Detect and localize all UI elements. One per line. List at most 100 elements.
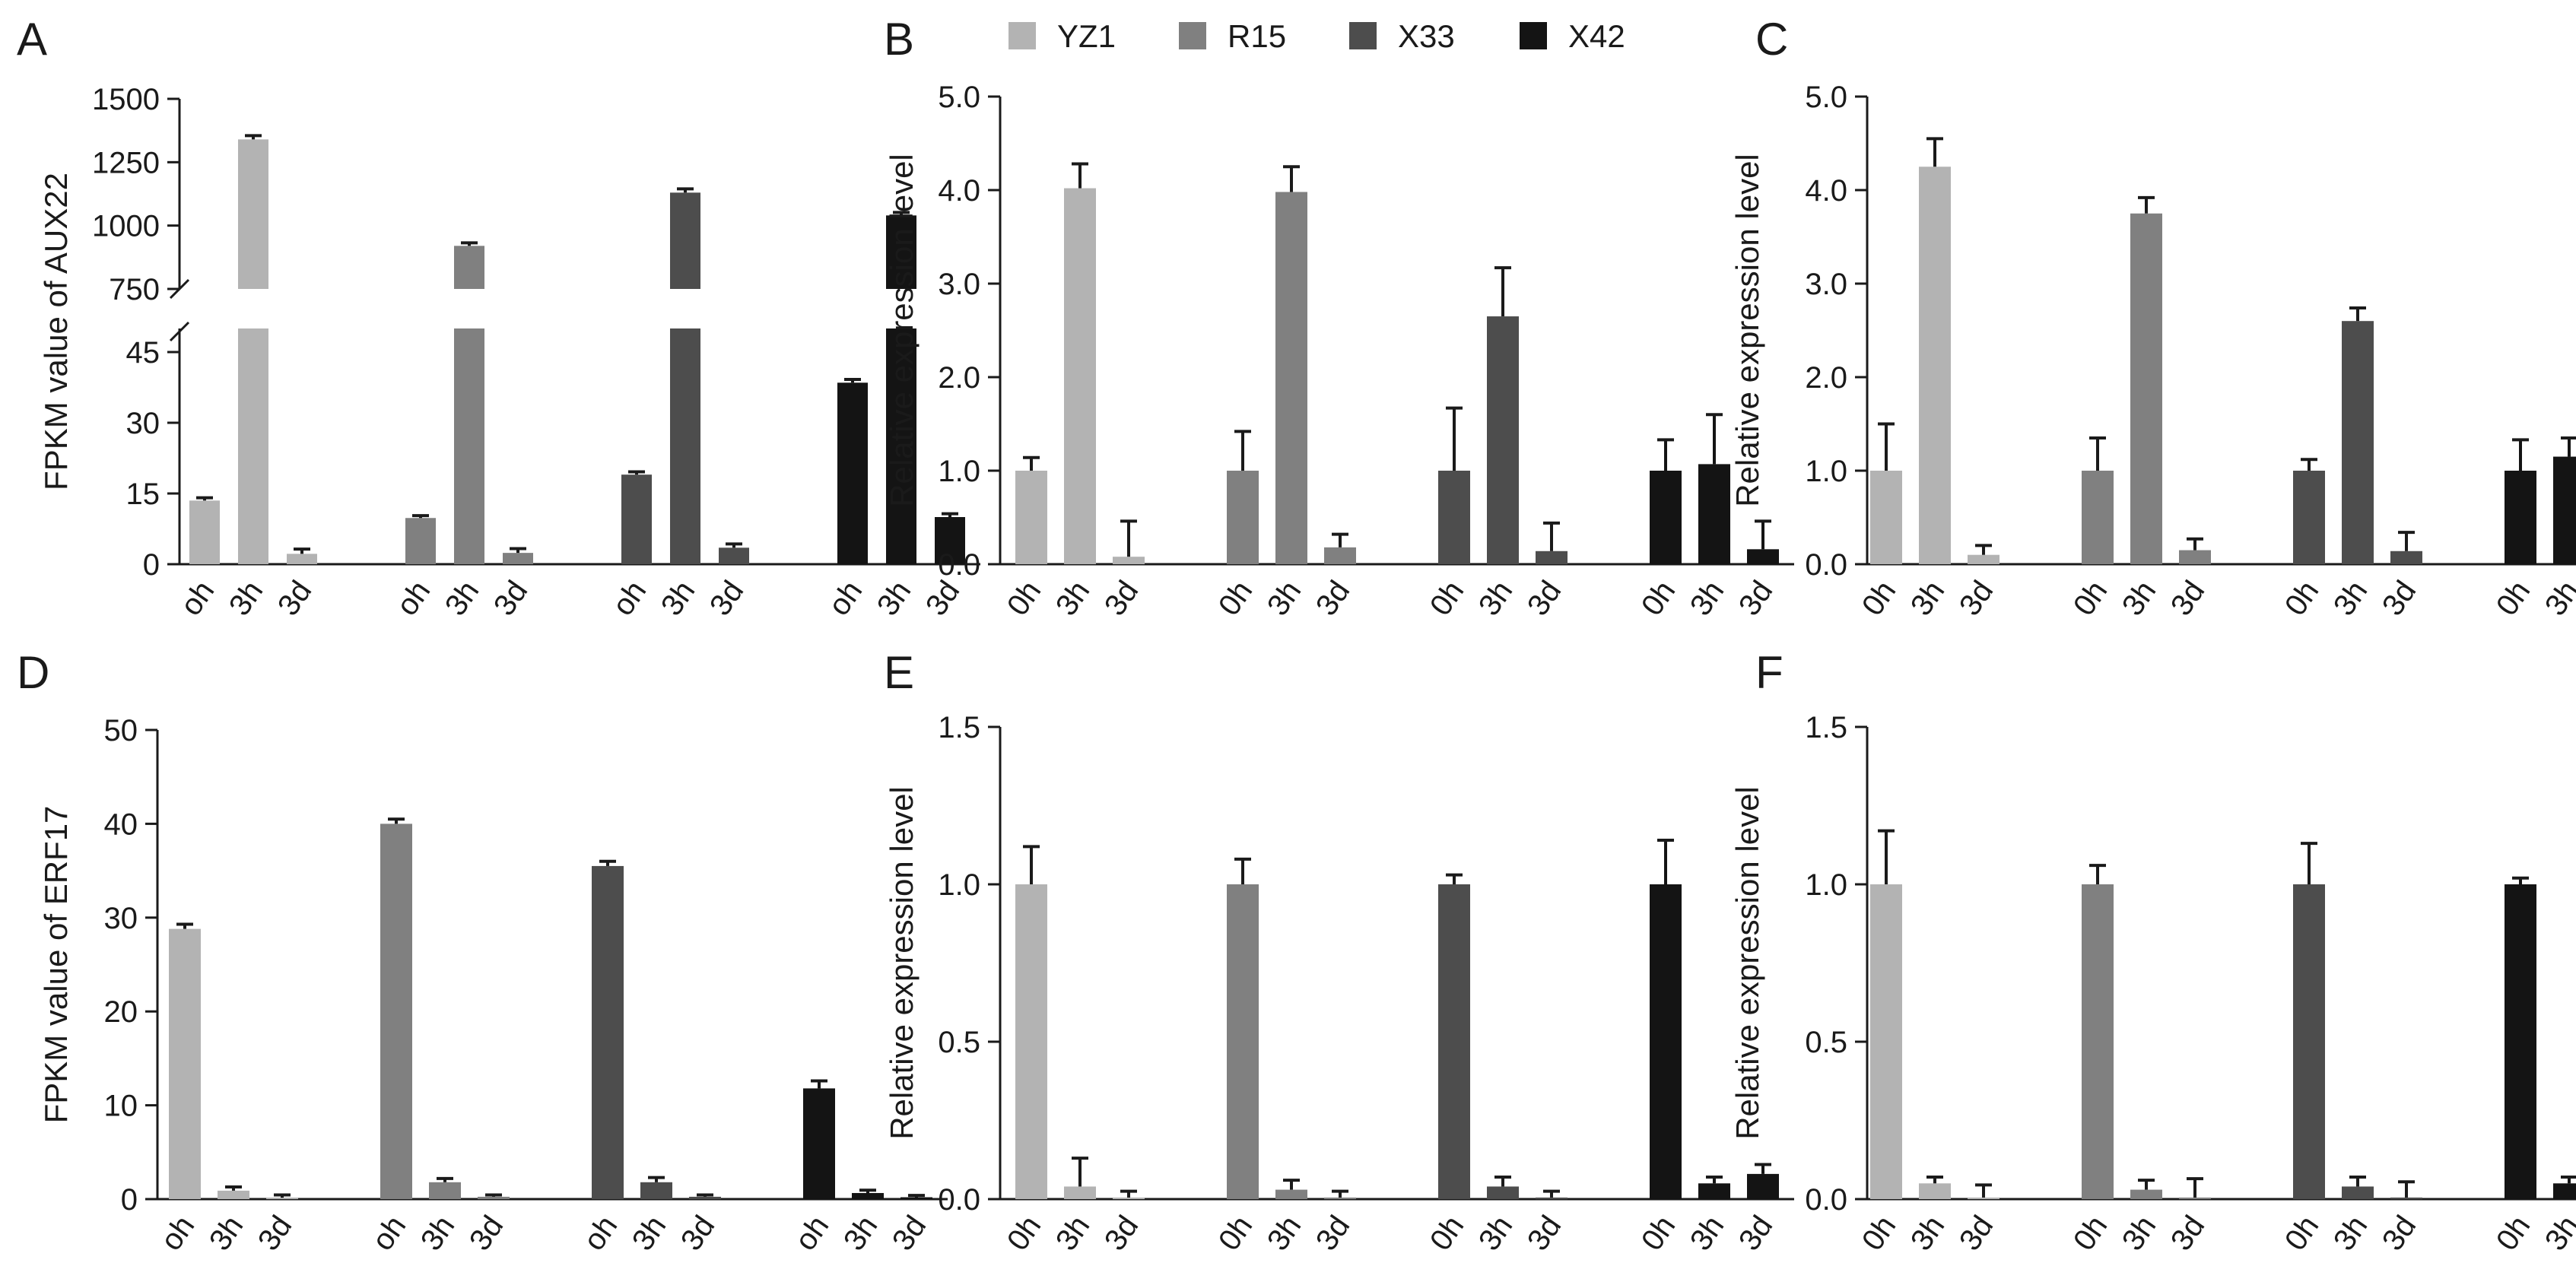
- x-category-label: 3h: [1684, 575, 1731, 622]
- panel-b: B Relative expression level 0.0 1.0 2.0 3.0 4.…: [884, 14, 1794, 622]
- bar-yz1-3d: [287, 554, 317, 564]
- x-category-label: oh: [822, 575, 869, 622]
- bar-x33-0h: [1438, 884, 1470, 1199]
- y-tick-label: 1.0: [938, 868, 980, 902]
- x-category-label: 3d: [2376, 1210, 2423, 1257]
- bar-yz1-3h: [1064, 1186, 1096, 1199]
- x-category-label: 3d: [272, 575, 319, 622]
- x-category-label: 3h: [2116, 575, 2163, 622]
- bar-x42-3d: [1747, 1173, 1779, 1199]
- y-axis-title: Relative expression level: [1730, 154, 1765, 507]
- x-category-label: 3h: [1904, 1210, 1952, 1257]
- y-tick-label: 0.5: [1805, 1026, 1847, 1059]
- y-tick-label: 5.0: [1805, 81, 1847, 114]
- y-tick-label: 1.0: [1805, 455, 1847, 488]
- x-category-label: 3h: [2327, 575, 2374, 622]
- y-tick-label: 750: [109, 273, 160, 306]
- bar-yz1-3h: [1064, 188, 1096, 565]
- bar-x33-oh: [592, 865, 624, 1199]
- chart-panels: A FPKM value of AUX22 0 15 30 45 750 1000 1250 15…: [17, 14, 2576, 1257]
- x-category-label: 3d: [1521, 1210, 1568, 1257]
- bar-yz1-3d: [266, 1198, 298, 1199]
- bar-x42-0h: [2505, 471, 2536, 564]
- y-tick-label: 40: [104, 808, 138, 841]
- y-axis-title: FPKM value of AUX22: [38, 173, 74, 490]
- x-category-label: 3h: [1261, 1210, 1308, 1257]
- bar-x33-0h: [2293, 884, 2325, 1199]
- legend-swatch: [1008, 22, 1036, 49]
- bar-x42-0h: [1650, 884, 1682, 1199]
- bar-r15-3d: [1324, 1197, 1356, 1199]
- y-tick-label: 2.0: [938, 361, 980, 395]
- x-category-label: 3d: [1953, 1210, 2000, 1257]
- bar-yz1-3d: [1113, 1197, 1145, 1199]
- bar-r15-3d: [2179, 550, 2211, 564]
- y-tick-label: 1.0: [1805, 868, 1847, 902]
- y-axis-title: FPKM value of ERF17: [38, 806, 74, 1124]
- legend-label: X33: [1398, 18, 1455, 54]
- legend-item-yz1: YZ1: [1008, 18, 1116, 54]
- x-category-label: 3h: [1472, 575, 1520, 622]
- bar-r15-3d: [1324, 547, 1356, 564]
- y-tick-label: 1000: [92, 210, 160, 243]
- bar-r15-3h: [2130, 213, 2162, 564]
- y-tick-label: 0.0: [1805, 548, 1847, 582]
- x-category-label: 3d: [886, 1210, 933, 1257]
- legend-label: X42: [1568, 18, 1625, 54]
- bar-x42-3h: [1698, 1183, 1730, 1199]
- y-tick-label: 0: [143, 548, 160, 582]
- y-tick-label: 20: [104, 995, 138, 1029]
- x-category-label: 3h: [837, 1210, 885, 1257]
- bar-x33-3d: [2390, 1197, 2422, 1199]
- bar-x33-3d: [1536, 1197, 1568, 1199]
- bar-x33-3d: [719, 547, 749, 564]
- y-tick-label: 5.0: [938, 81, 980, 114]
- bar-x33-3d: [1536, 551, 1568, 564]
- bar-break-gap: [237, 289, 270, 328]
- bar-r15-oh: [405, 518, 436, 564]
- x-category-label: 3d: [1310, 575, 1357, 622]
- bar-yz1-3d: [1968, 1197, 1999, 1199]
- y-tick-label: 45: [126, 336, 160, 370]
- y-tick-label: 0: [121, 1183, 138, 1217]
- bar-x42-oh: [803, 1088, 835, 1199]
- bar-r15-3h: [429, 1182, 461, 1199]
- bar-yz1-0h: [1015, 471, 1047, 564]
- x-category-label: 3d: [2165, 1210, 2212, 1257]
- x-category-label: 0h: [2490, 1210, 2537, 1257]
- x-category-label: 3d: [463, 1210, 510, 1257]
- bar-r15-3h: [1275, 192, 1307, 564]
- x-category-label: 0h: [2279, 575, 2326, 622]
- bar-break-gap: [453, 289, 486, 328]
- x-category-label: 3d: [1953, 575, 2000, 622]
- x-category-label: 3h: [439, 575, 486, 622]
- y-tick-label: 0.0: [1805, 1183, 1847, 1217]
- y-tick-label: 3.0: [1805, 268, 1847, 301]
- bar-r15-0h: [2082, 884, 2114, 1199]
- x-category-label: 0h: [2067, 575, 2114, 622]
- bar-x33-3h: [1487, 1186, 1519, 1199]
- x-category-label: 3d: [488, 575, 535, 622]
- bar-yz1-3d: [1968, 554, 1999, 564]
- x-category-label: 0h: [1856, 1210, 1903, 1257]
- legend-item-x42: X42: [1520, 18, 1625, 54]
- panel-letter: C: [1755, 14, 1788, 65]
- x-category-label: 3h: [203, 1210, 250, 1257]
- x-category-label: 3h: [871, 575, 918, 622]
- legend: YZ1 R15 X33 X42: [1008, 18, 1625, 54]
- y-tick-label: 4.0: [938, 174, 980, 208]
- bar-r15-0h: [1227, 884, 1259, 1199]
- y-tick-label: 50: [104, 714, 138, 747]
- y-axis-title: Relative expression level: [884, 154, 920, 507]
- x-category-label: 3h: [655, 575, 702, 622]
- panel-letter: D: [17, 647, 49, 698]
- y-tick-label: 1.5: [938, 711, 980, 744]
- x-category-label: 3d: [704, 575, 751, 622]
- y-tick-label: 2.0: [1805, 361, 1847, 395]
- y-tick-label: 4.0: [1805, 174, 1847, 208]
- bar-yz1-0h: [1015, 884, 1047, 1199]
- bar-yz1-3h: [1919, 1183, 1951, 1199]
- panel-f: F Relative expression level 0.0 0.5 1.0 1.5 0h…: [1730, 647, 2576, 1257]
- x-category-label: 0h: [1635, 575, 1682, 622]
